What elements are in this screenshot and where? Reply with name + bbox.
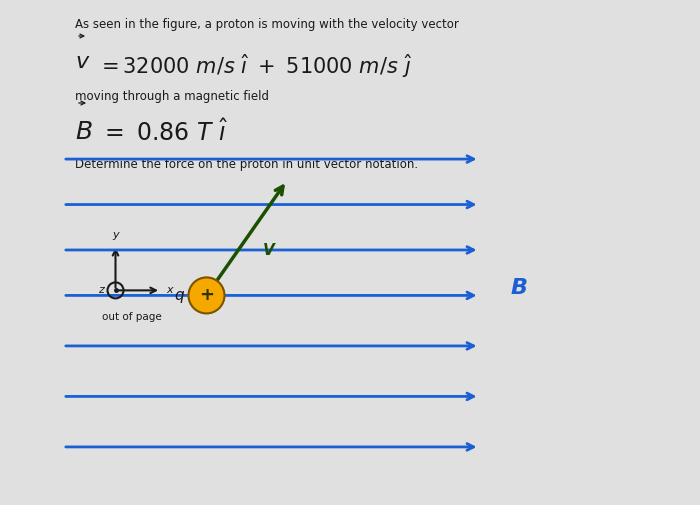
Text: B: B <box>511 278 528 298</box>
Text: Determine the force on the proton in unit vector notation.: Determine the force on the proton in uni… <box>75 158 418 171</box>
Text: z: z <box>97 285 104 295</box>
Text: moving through a magnetic field: moving through a magnetic field <box>75 90 269 103</box>
Text: $=\ 0.86\ T\ \hat{\imath}$: $=\ 0.86\ T\ \hat{\imath}$ <box>100 120 228 146</box>
Text: $\it{B}$: $\it{B}$ <box>75 120 92 144</box>
Text: y: y <box>112 230 119 240</box>
Text: As seen in the figure, a proton is moving with the velocity vector: As seen in the figure, a proton is movin… <box>75 18 459 31</box>
Text: out of page: out of page <box>102 313 162 322</box>
Text: $= 32000\ m/s\ \hat{\imath}\ +\ 51000\ m/s\ \hat{\jmath}$: $= 32000\ m/s\ \hat{\imath}\ +\ 51000\ m… <box>97 52 413 80</box>
Circle shape <box>188 277 225 314</box>
Text: x: x <box>166 285 173 295</box>
Text: V: V <box>262 243 274 258</box>
Text: +: + <box>199 286 214 305</box>
Text: $\it{v}$: $\it{v}$ <box>75 52 90 72</box>
Text: q: q <box>174 288 183 303</box>
